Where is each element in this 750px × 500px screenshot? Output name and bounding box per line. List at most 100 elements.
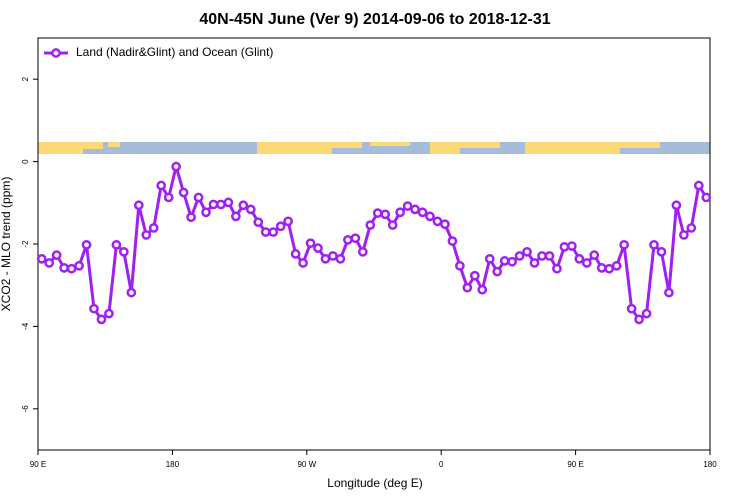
data-point	[589, 250, 600, 260]
data-point	[245, 204, 256, 215]
data-point	[544, 251, 555, 261]
data-point	[186, 212, 196, 223]
data-point	[268, 227, 279, 237]
data-point	[275, 221, 286, 232]
y-tick-label: -6	[21, 405, 30, 413]
land-ocean-strip	[38, 142, 710, 154]
data-point	[522, 246, 532, 257]
data-point	[238, 200, 249, 211]
data-point	[372, 208, 383, 218]
data-point	[432, 216, 443, 227]
legend-marker	[51, 48, 61, 58]
data-point	[223, 197, 234, 208]
data-point	[619, 239, 629, 250]
data-point	[484, 253, 495, 264]
data-point	[604, 263, 615, 274]
data-point	[581, 258, 592, 268]
x-tick-label: 180	[703, 460, 717, 469]
data-point	[626, 303, 637, 314]
data-point	[350, 233, 361, 244]
data-point	[313, 243, 323, 253]
data-point	[111, 239, 122, 250]
data-point	[328, 251, 338, 261]
data-point	[514, 251, 525, 261]
data-point	[133, 200, 144, 211]
y-tick-label: -2	[21, 240, 30, 248]
data-point	[529, 258, 540, 268]
data-point	[74, 260, 84, 271]
data-point	[126, 287, 137, 298]
data-point	[596, 263, 607, 273]
data-point	[462, 282, 473, 293]
data-point	[104, 308, 114, 319]
data-point	[96, 314, 107, 325]
data-point	[178, 187, 189, 198]
data-point	[335, 253, 346, 264]
data-point	[402, 201, 413, 211]
data-point	[455, 260, 465, 271]
data-point	[611, 260, 622, 271]
x-axis-label: Longitude (deg E)	[327, 476, 422, 490]
data-point	[492, 266, 503, 277]
data-point	[163, 192, 174, 203]
data-point	[664, 287, 674, 298]
data-point	[649, 239, 659, 250]
x-tick-label: 90 E	[30, 460, 46, 469]
data-point	[119, 246, 129, 257]
data-point	[148, 223, 159, 233]
data-point	[171, 161, 181, 172]
data-point	[447, 236, 458, 246]
chart-title: 40N-45N June (Ver 9) 2014-09-06 to 2018-…	[199, 11, 550, 28]
data-point	[283, 216, 293, 227]
x-tick-label: 90 E	[567, 460, 583, 469]
data-point	[81, 239, 92, 250]
legend-label: Land (Nadir&Glint) and Ocean (Glint)	[76, 45, 273, 59]
x-tick-label: 180	[166, 460, 180, 469]
data-point	[537, 251, 547, 261]
data-point	[44, 258, 55, 268]
data-point	[201, 207, 211, 218]
data-point	[679, 230, 689, 240]
data-point	[425, 211, 435, 222]
data-point	[567, 241, 577, 251]
y-axis-label: XCO2 - MLO trend (ppm)	[0, 177, 13, 312]
data-point	[141, 230, 152, 240]
data-point	[298, 258, 308, 268]
y-tick-label: -4	[21, 322, 30, 330]
data-point	[51, 250, 62, 260]
data-point	[59, 263, 69, 273]
data-point	[656, 246, 667, 257]
data-point	[156, 180, 167, 191]
x-tick-label: 90 W	[297, 460, 316, 469]
data-point	[380, 209, 391, 220]
data-point	[417, 207, 428, 218]
data-point	[320, 253, 331, 264]
data-point	[305, 238, 316, 249]
data-point	[671, 200, 682, 211]
y-tick-label: 0	[21, 159, 30, 164]
data-point	[395, 207, 405, 218]
data-point	[507, 256, 517, 267]
data-point	[641, 308, 652, 319]
data-point	[552, 263, 562, 274]
data-point	[290, 249, 301, 259]
data-point	[469, 270, 480, 281]
data-point	[686, 223, 697, 233]
data-point	[634, 314, 644, 325]
data-point	[208, 199, 219, 210]
data-point	[477, 284, 488, 295]
data-point	[343, 235, 353, 245]
data-point	[231, 211, 241, 222]
y-tick-label: 2	[21, 76, 30, 81]
data-point	[36, 253, 47, 264]
data-point	[216, 199, 226, 210]
data-point	[387, 220, 398, 230]
data-point	[701, 192, 712, 203]
data-point	[693, 180, 704, 191]
data-point	[193, 192, 204, 203]
data-point	[253, 217, 264, 228]
data-point	[357, 246, 368, 257]
data-point	[559, 242, 570, 252]
